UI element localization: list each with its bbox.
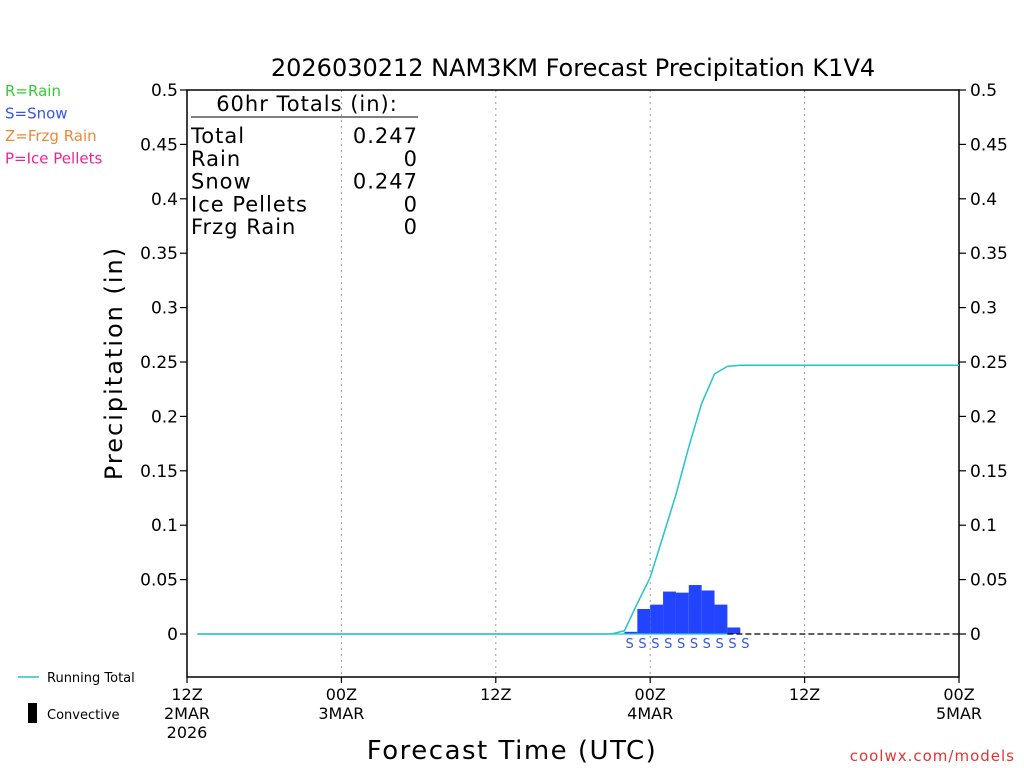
convective-legend-swatch (28, 703, 37, 723)
ptype-legend-item: R=Rain (5, 82, 61, 100)
running-total-line (197, 364, 959, 635)
x-tick-label: 4MAR (627, 704, 673, 723)
running-total-legend-label: Running Total (47, 671, 135, 686)
running-total-series (197, 364, 959, 635)
x-tick-label: 3MAR (318, 704, 364, 723)
totals-row-value: 0.247 (353, 170, 418, 194)
y-tick-label-right: 0.35 (970, 244, 1008, 264)
y-tick-label-left: 0.5 (151, 81, 178, 101)
ptype-marker: S (728, 637, 736, 652)
totals-row-value: 0.247 (353, 124, 418, 148)
precip-bar (714, 604, 728, 634)
y-axis-right: 0 0.05 0.1 0.15 0.2 0.25 0.3 0.35 0.4 0.45 0.5 (959, 81, 1008, 645)
ptype-marker: S (690, 637, 698, 652)
ptype-legend: R=Rain S=Snow Z=Frzg Rain P=Ice Pellets (5, 82, 102, 168)
y-axis-label: Precipitation (in) (100, 246, 128, 480)
x-tick-label: 00Z (943, 685, 974, 704)
totals-row-label: Snow (191, 170, 252, 194)
plot-border (186, 89, 960, 678)
totals-row-value: 0 (404, 147, 418, 171)
y-tick-label-right: 0.4 (970, 190, 997, 210)
ptype-marker: S (703, 637, 711, 652)
y-tick-label-left: 0 (167, 625, 178, 645)
ptype-marker: S (625, 637, 633, 652)
y-tick-label-right: 0.05 (970, 571, 1008, 591)
precip-bar (727, 627, 741, 634)
totals-box: 60hr Totals (in): Total 0.247 Rain 0 Snow 0.24… (190, 92, 418, 239)
precip-bar (688, 585, 702, 634)
y-tick-label-right: 0.3 (970, 299, 997, 319)
ptype-legend-item: Z=Frzg Rain (5, 127, 97, 145)
x-tick-label: 00Z (326, 685, 357, 704)
precip-bar (675, 592, 689, 634)
totals-heading: 60hr Totals (in): (216, 92, 398, 116)
y-tick-label-left: 0.1 (151, 516, 178, 536)
x-tick-label: 00Z (635, 685, 666, 704)
credit-text[interactable]: coolwx.com/models (850, 747, 1015, 765)
y-tick-label-left: 0.05 (140, 571, 178, 591)
totals-row-value: 0 (404, 192, 418, 216)
totals-row-label: Total (190, 124, 245, 148)
y-tick-label-right: 0 (970, 625, 981, 645)
plot-frame (186, 89, 960, 678)
y-tick-label-left: 0.2 (151, 407, 178, 427)
chart-title: 2026030212 NAM3KM Forecast Precipitation… (271, 54, 875, 82)
ptype-marker: S (638, 637, 646, 652)
convective-legend-label: Convective (47, 708, 120, 723)
ptype-legend-item: S=Snow (5, 105, 68, 123)
y-tick-label-right: 0.45 (970, 135, 1008, 155)
totals-row-label: Frzg Rain (191, 215, 296, 239)
x-tick-label: 2MAR (164, 704, 210, 723)
y-tick-label-left: 0.3 (151, 299, 178, 319)
y-tick-label-right: 0.1 (970, 516, 997, 536)
precip-bar (650, 604, 664, 634)
precip-bar (701, 590, 715, 634)
series-legend: Running Total Convective (18, 671, 135, 723)
ptype-marker: S (651, 637, 659, 652)
totals-row-value: 0 (404, 215, 418, 239)
y-tick-label-right: 0.2 (970, 407, 997, 427)
ptype-marker: S (677, 637, 685, 652)
y-tick-label-left: 0.15 (140, 462, 178, 482)
x-tick-label: 12Z (480, 685, 511, 704)
x-tick-label: 12Z (171, 685, 202, 704)
y-tick-label-right: 0.5 (970, 81, 997, 101)
y-tick-label-right: 0.25 (970, 353, 1008, 373)
ptype-marker: S (664, 637, 672, 652)
y-axis-left: 0 0.05 0.1 0.15 0.2 0.25 0.3 0.35 0.4 0.45 0.5 (140, 81, 187, 645)
y-tick-label-right: 0.15 (970, 462, 1008, 482)
y-tick-label-left: 0.4 (151, 190, 178, 210)
x-tick-label: 5MAR (936, 704, 982, 723)
ptype-legend-item: P=Ice Pellets (5, 150, 102, 168)
grid-lines (340, 90, 806, 677)
totals-row-label: Ice Pellets (191, 192, 308, 216)
y-tick-label-left: 0.35 (140, 244, 178, 264)
y-tick-label-left: 0.45 (140, 135, 178, 155)
ptype-marker: S (741, 637, 749, 652)
totals-row-label: Rain (191, 147, 241, 171)
precip-bar (663, 591, 676, 634)
precip-bars (624, 585, 741, 634)
x-tick-label: 12Z (789, 685, 820, 704)
precip-bar (624, 631, 638, 634)
ptype-marker: S (716, 637, 724, 652)
precip-bar (637, 608, 651, 634)
x-axis-label: Forecast Time (UTC) (367, 736, 658, 766)
x-tick-label: 2026 (167, 723, 208, 742)
y-tick-label-left: 0.25 (140, 353, 178, 373)
